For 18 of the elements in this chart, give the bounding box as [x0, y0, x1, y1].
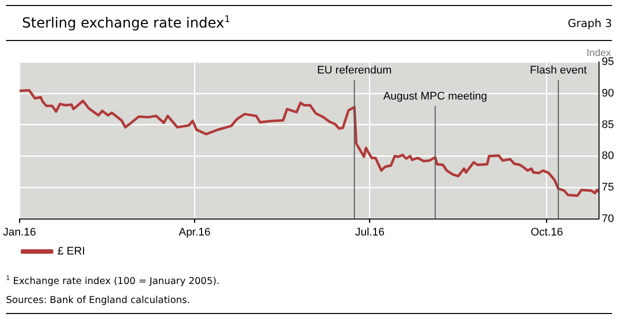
x-tick-label: Jan.16 — [3, 226, 36, 238]
ref-line-label: Flash event — [530, 64, 587, 77]
chart-title: Sterling exchange rate index$^{1}$ — [22, 15, 230, 32]
y-tick-label: 85 — [602, 118, 614, 131]
x-tick-label: Apr.16 — [178, 226, 211, 238]
y-tick-label: 80 — [602, 150, 614, 162]
caption: Graph 3 — [568, 17, 612, 30]
source-note: Sources: Bank of England calculations. — [6, 295, 190, 306]
y-tick-label: 75 — [602, 181, 614, 194]
text: $^{1}$ Exchange rate index (100 = January 2005). — [6, 275, 220, 288]
y-tick-label: 90 — [602, 87, 614, 100]
x-tick-label: Jul.16 — [355, 226, 384, 238]
x-tick-label: Oct.16 — [530, 226, 564, 238]
legend-label: £ ERI — [58, 246, 86, 258]
ref-line-label: EU referendum — [317, 64, 392, 77]
y-tick-label: 95 — [602, 56, 614, 68]
ref-line-label: August MPC meeting — [383, 90, 488, 103]
y-tick-label: 70 — [602, 212, 614, 225]
